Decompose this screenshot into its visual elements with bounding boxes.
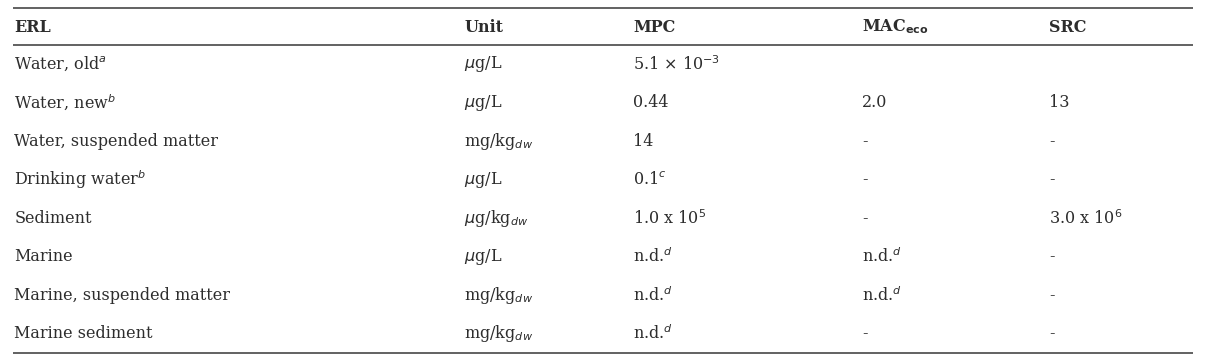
Text: MPC: MPC <box>633 19 675 36</box>
Text: Sediment: Sediment <box>14 210 92 227</box>
Text: -: - <box>862 325 868 342</box>
Text: mg/kg$_{dw}$: mg/kg$_{dw}$ <box>464 285 533 306</box>
Text: Drinking water$^{b}$: Drinking water$^{b}$ <box>14 168 146 191</box>
Text: MAC$_{\mathbf{eco}}$: MAC$_{\mathbf{eco}}$ <box>862 18 929 36</box>
Text: $\mu$g/L: $\mu$g/L <box>464 247 503 267</box>
Text: ERL: ERL <box>14 19 51 36</box>
Text: 13: 13 <box>1049 94 1070 111</box>
Text: 3.0 x 10$^{6}$: 3.0 x 10$^{6}$ <box>1049 209 1123 228</box>
Text: -: - <box>862 133 868 150</box>
Text: Marine, suspended matter: Marine, suspended matter <box>14 287 230 304</box>
Text: -: - <box>1049 248 1055 265</box>
Text: -: - <box>1049 133 1055 150</box>
Text: mg/kg$_{dw}$: mg/kg$_{dw}$ <box>464 131 533 152</box>
Text: n.d.$^{d}$: n.d.$^{d}$ <box>633 247 673 266</box>
Text: 0.1$^{c}$: 0.1$^{c}$ <box>633 171 667 188</box>
Text: -: - <box>862 210 868 227</box>
Text: Water, old$^{a}$: Water, old$^{a}$ <box>14 55 107 74</box>
Text: $\mu$g/L: $\mu$g/L <box>464 54 503 74</box>
Text: 14: 14 <box>633 133 654 150</box>
Text: Marine: Marine <box>14 248 74 265</box>
Text: Unit: Unit <box>464 19 503 36</box>
Text: n.d.$^{d}$: n.d.$^{d}$ <box>862 286 902 304</box>
Text: -: - <box>1049 171 1055 188</box>
Text: 5.1 $\times$ 10$^{-3}$: 5.1 $\times$ 10$^{-3}$ <box>633 55 720 74</box>
Text: n.d.$^{d}$: n.d.$^{d}$ <box>633 325 673 343</box>
Text: $\mu$g/kg$_{dw}$: $\mu$g/kg$_{dw}$ <box>464 208 528 229</box>
Text: n.d.$^{d}$: n.d.$^{d}$ <box>633 286 673 304</box>
Text: 1.0 x 10$^{5}$: 1.0 x 10$^{5}$ <box>633 209 707 228</box>
Text: Water, new$^{b}$: Water, new$^{b}$ <box>14 93 116 113</box>
Text: $\mu$g/L: $\mu$g/L <box>464 93 503 113</box>
Text: mg/kg$_{dw}$: mg/kg$_{dw}$ <box>464 323 533 344</box>
Text: SRC: SRC <box>1049 19 1087 36</box>
Text: $\mu$g/L: $\mu$g/L <box>464 170 503 190</box>
Text: 0.44: 0.44 <box>633 94 668 111</box>
Text: -: - <box>1049 287 1055 304</box>
Text: n.d.$^{d}$: n.d.$^{d}$ <box>862 247 902 266</box>
Text: 2.0: 2.0 <box>862 94 888 111</box>
Text: Marine sediment: Marine sediment <box>14 325 153 342</box>
Text: -: - <box>862 171 868 188</box>
Text: Water, suspended matter: Water, suspended matter <box>14 133 218 150</box>
Text: -: - <box>1049 325 1055 342</box>
